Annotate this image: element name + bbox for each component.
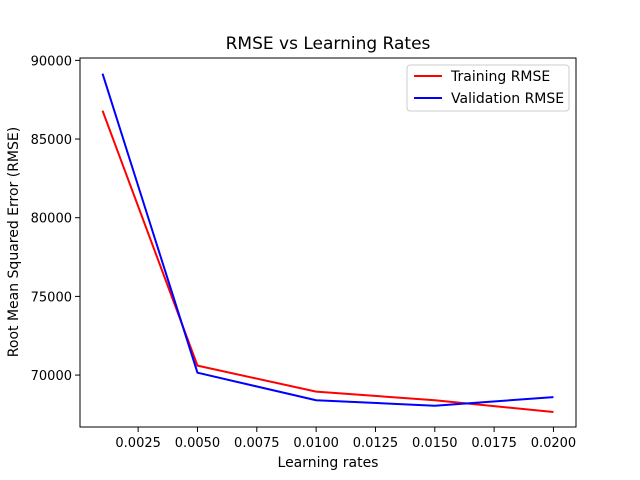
x-tick-label: 0.0100 [293,436,339,451]
chart-title: RMSE vs Learning Rates [226,34,431,54]
y-axis-label: Root Mean Squared Error (RMSE) [6,127,22,357]
x-tick-label: 0.0125 [353,436,399,451]
x-tick-label: 0.0025 [115,436,161,451]
x-tick-label: 0.0200 [531,436,577,451]
y-tick-label: 85000 [31,133,72,148]
legend-label-validation-rmse: Validation RMSE [451,91,564,107]
plot-area: 0.0025 0.0050 0.0075 0.0100 0.0125 0.0150 0.01… [31,54,577,451]
y-tick-label: 75000 [31,290,72,305]
plot-frame [79,57,577,428]
legend-box [406,64,570,112]
y-tick-label: 80000 [31,212,72,227]
series-line-validation-rmse [101,73,554,407]
y-tick-label: 70000 [31,369,72,384]
x-tick-label: 0.0075 [234,436,280,451]
x-tick-label: 0.0050 [175,436,221,451]
x-tick-label: 0.0150 [412,436,458,451]
x-axis-label: Learning rates [278,455,379,471]
series-line-training-rmse [101,110,554,414]
legend-label-training-rmse: Training RMSE [450,69,550,85]
y-tick-label: 90000 [31,54,72,69]
x-tick-label: 0.0175 [471,436,517,451]
